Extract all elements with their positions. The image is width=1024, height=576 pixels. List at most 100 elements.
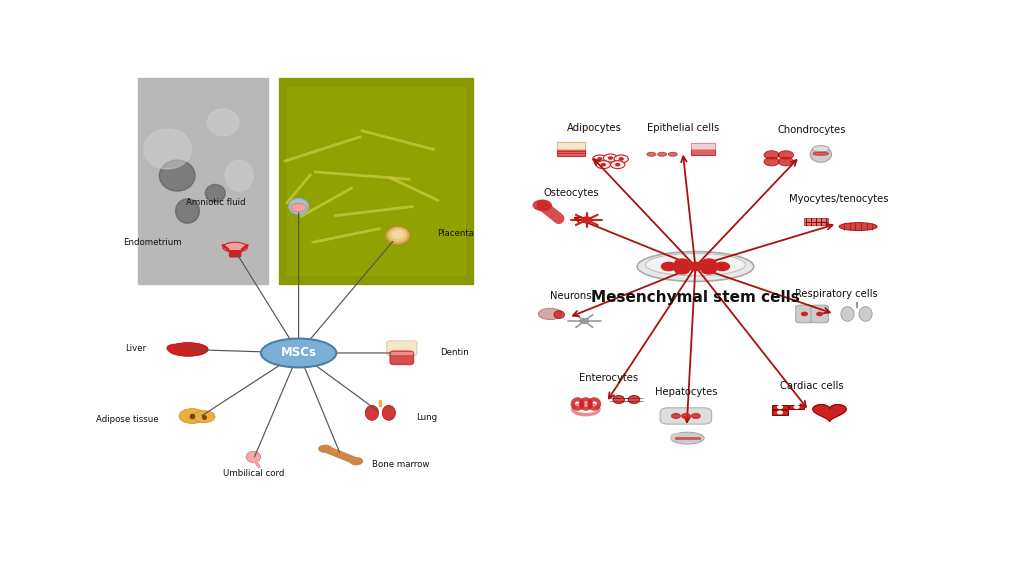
Ellipse shape: [671, 432, 705, 444]
Ellipse shape: [669, 152, 677, 156]
Ellipse shape: [225, 160, 253, 191]
FancyBboxPatch shape: [691, 143, 715, 149]
Circle shape: [777, 411, 782, 414]
Circle shape: [603, 154, 617, 162]
Circle shape: [350, 458, 362, 465]
Circle shape: [778, 151, 794, 159]
Ellipse shape: [392, 230, 403, 238]
Text: Epithelial cells: Epithelial cells: [647, 123, 720, 134]
Text: Amniotic fluid: Amniotic fluid: [186, 198, 246, 207]
Ellipse shape: [671, 434, 685, 440]
Circle shape: [701, 266, 716, 274]
FancyBboxPatch shape: [691, 143, 715, 155]
Circle shape: [580, 319, 589, 324]
Ellipse shape: [206, 184, 225, 202]
FancyBboxPatch shape: [796, 305, 813, 323]
Circle shape: [614, 155, 629, 163]
Ellipse shape: [223, 242, 248, 252]
Ellipse shape: [841, 306, 854, 321]
Circle shape: [318, 445, 332, 452]
Circle shape: [620, 158, 624, 160]
Ellipse shape: [859, 306, 872, 321]
Circle shape: [764, 151, 779, 159]
FancyBboxPatch shape: [137, 78, 268, 284]
Text: Umbilical cord: Umbilical cord: [222, 469, 284, 478]
Ellipse shape: [539, 308, 562, 320]
Text: Liver: Liver: [125, 344, 146, 353]
FancyBboxPatch shape: [279, 78, 473, 284]
Ellipse shape: [657, 152, 667, 156]
Ellipse shape: [176, 199, 200, 223]
Circle shape: [596, 161, 610, 169]
Ellipse shape: [389, 228, 407, 241]
Text: Chondrocytes: Chondrocytes: [778, 125, 846, 135]
Text: Placenta: Placenta: [437, 229, 474, 238]
Circle shape: [582, 217, 592, 223]
FancyBboxPatch shape: [557, 142, 585, 156]
Circle shape: [610, 161, 625, 169]
Text: Respiratory cells: Respiratory cells: [795, 289, 878, 299]
Circle shape: [764, 157, 779, 166]
Circle shape: [179, 408, 206, 423]
Circle shape: [777, 406, 782, 408]
Ellipse shape: [810, 146, 831, 162]
FancyBboxPatch shape: [390, 351, 414, 365]
Circle shape: [194, 411, 215, 423]
FancyBboxPatch shape: [557, 142, 585, 149]
Circle shape: [701, 259, 716, 267]
Circle shape: [608, 157, 612, 159]
Circle shape: [291, 203, 306, 212]
Text: Bone marrow: Bone marrow: [373, 460, 430, 469]
FancyBboxPatch shape: [772, 410, 787, 415]
Ellipse shape: [839, 222, 878, 230]
Ellipse shape: [160, 160, 195, 191]
Circle shape: [675, 266, 689, 274]
FancyBboxPatch shape: [229, 251, 241, 257]
FancyBboxPatch shape: [387, 341, 417, 356]
Circle shape: [601, 164, 605, 166]
Text: Endometrium: Endometrium: [123, 237, 182, 247]
Ellipse shape: [167, 344, 182, 352]
Ellipse shape: [386, 226, 410, 245]
Text: Neurons: Neurons: [550, 291, 592, 301]
FancyBboxPatch shape: [811, 305, 828, 323]
Ellipse shape: [168, 343, 208, 356]
Ellipse shape: [813, 152, 828, 156]
Polygon shape: [813, 404, 846, 422]
Circle shape: [615, 164, 620, 166]
FancyBboxPatch shape: [391, 352, 413, 354]
Ellipse shape: [261, 339, 336, 367]
Circle shape: [662, 263, 676, 271]
Text: Enterocytes: Enterocytes: [579, 373, 638, 383]
Circle shape: [534, 200, 551, 210]
Ellipse shape: [645, 253, 745, 276]
Ellipse shape: [143, 129, 191, 169]
Ellipse shape: [637, 252, 754, 282]
Circle shape: [817, 312, 822, 316]
Ellipse shape: [629, 396, 640, 404]
Text: Mesenchymal stem cells: Mesenchymal stem cells: [591, 290, 800, 305]
Text: Dentin: Dentin: [440, 348, 469, 358]
Text: Cardiac cells: Cardiac cells: [780, 381, 844, 391]
FancyBboxPatch shape: [660, 408, 712, 424]
Ellipse shape: [613, 396, 625, 404]
FancyBboxPatch shape: [788, 405, 804, 410]
Text: Hepatocytes: Hepatocytes: [654, 387, 717, 397]
Circle shape: [802, 312, 807, 316]
Circle shape: [593, 155, 607, 163]
Text: MSCs: MSCs: [281, 347, 316, 359]
Text: Osteocytes: Osteocytes: [543, 188, 599, 198]
Circle shape: [715, 263, 729, 271]
Ellipse shape: [554, 310, 564, 319]
Circle shape: [795, 406, 799, 408]
Circle shape: [778, 157, 794, 166]
Text: Myocytes/tenocytes: Myocytes/tenocytes: [788, 194, 888, 204]
Ellipse shape: [246, 452, 261, 463]
Ellipse shape: [647, 152, 656, 156]
Circle shape: [675, 259, 689, 267]
Text: Adipose tissue: Adipose tissue: [95, 415, 158, 424]
FancyBboxPatch shape: [287, 87, 465, 275]
Circle shape: [682, 414, 690, 418]
Ellipse shape: [382, 406, 395, 420]
Circle shape: [672, 414, 680, 418]
